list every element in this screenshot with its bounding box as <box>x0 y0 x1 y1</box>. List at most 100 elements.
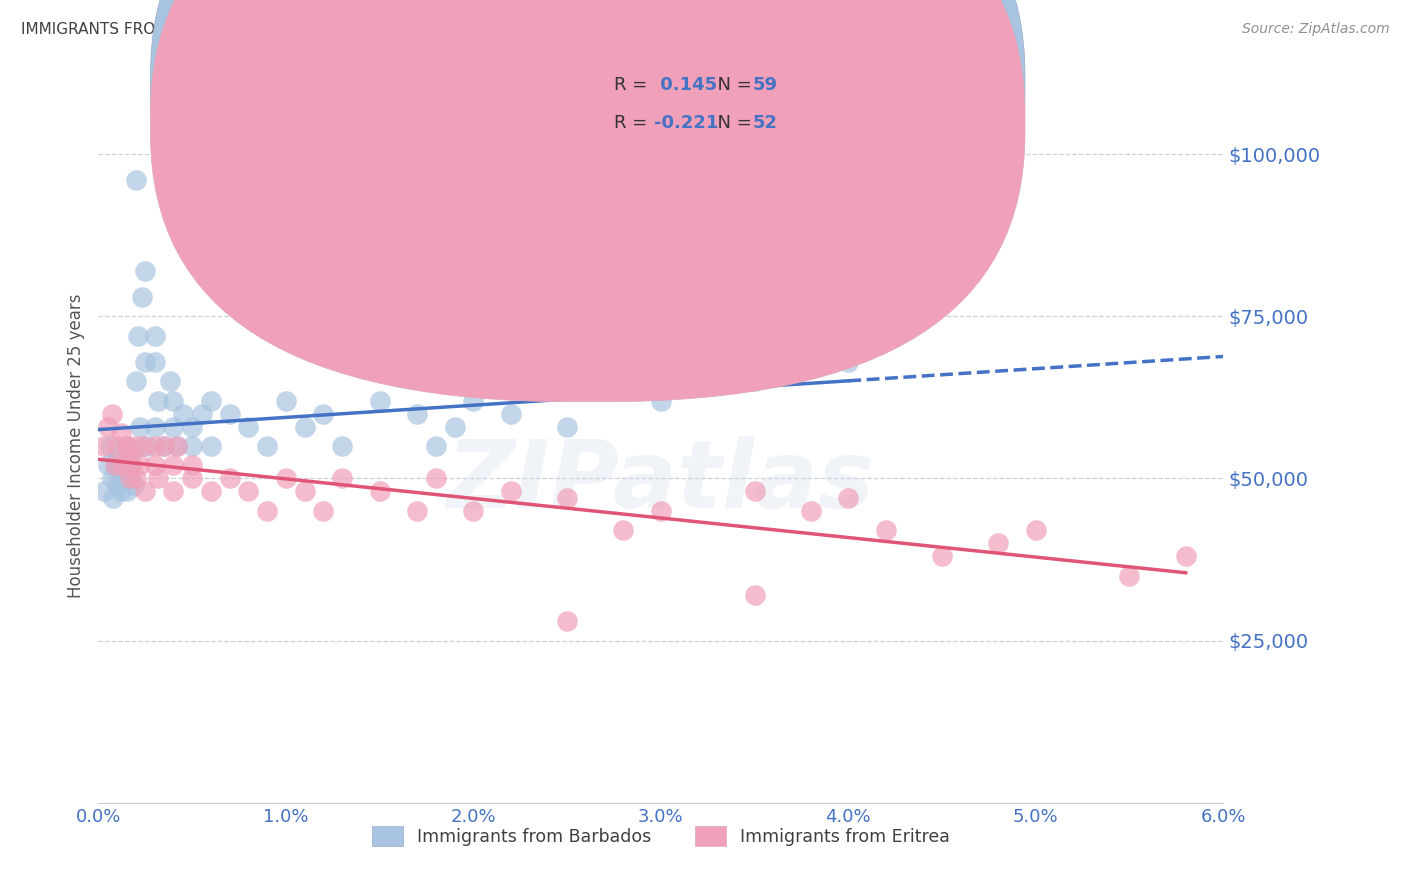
Point <box>143 328 166 343</box>
Point <box>132 439 155 453</box>
Point <box>837 491 859 505</box>
Text: R =: R = <box>614 114 654 133</box>
Point <box>111 458 134 473</box>
Point <box>115 484 138 499</box>
Point <box>425 439 447 453</box>
Point <box>744 374 766 388</box>
Point <box>612 524 634 538</box>
Point <box>650 393 672 408</box>
Point <box>555 491 578 505</box>
Text: N =: N = <box>706 76 758 94</box>
Point <box>120 471 142 485</box>
Point <box>181 458 204 473</box>
Point <box>931 549 953 564</box>
Point <box>330 471 353 485</box>
Point <box>120 458 142 473</box>
Point <box>136 439 159 453</box>
Point <box>181 439 204 453</box>
Point <box>499 407 522 421</box>
Legend: Immigrants from Barbados, Immigrants from Eritrea: Immigrants from Barbados, Immigrants fro… <box>363 817 959 855</box>
Point <box>115 439 138 453</box>
Point <box>368 484 391 499</box>
Point <box>143 458 166 473</box>
Point <box>800 504 823 518</box>
Point <box>97 419 120 434</box>
Point <box>162 458 184 473</box>
Point <box>110 425 132 440</box>
Point <box>593 374 616 388</box>
Point <box>125 173 148 187</box>
Point <box>218 471 240 485</box>
Point <box>131 290 153 304</box>
Point <box>110 484 132 499</box>
Point <box>744 588 766 602</box>
Point <box>105 478 128 492</box>
Point <box>134 264 156 278</box>
Point <box>238 484 260 499</box>
Point <box>555 419 578 434</box>
Point <box>875 524 897 538</box>
Point <box>166 439 188 453</box>
Point <box>1174 549 1197 564</box>
Point <box>312 504 335 518</box>
Point <box>294 419 316 434</box>
Point <box>125 439 148 453</box>
Text: N =: N = <box>706 114 758 133</box>
Point <box>162 419 184 434</box>
Point <box>406 504 429 518</box>
Point <box>162 393 184 408</box>
Point <box>121 445 143 459</box>
Point <box>837 354 859 368</box>
Point <box>105 439 128 453</box>
Point <box>128 419 150 434</box>
Point <box>368 393 391 408</box>
Point <box>111 471 134 485</box>
Text: ZIPatlas: ZIPatlas <box>447 435 875 528</box>
Point <box>200 484 222 499</box>
Text: R =: R = <box>614 76 654 94</box>
Point <box>93 439 115 453</box>
Point <box>114 458 136 473</box>
Text: 59: 59 <box>752 76 778 94</box>
Point <box>134 354 156 368</box>
Point <box>463 393 485 408</box>
Point <box>117 471 139 485</box>
Point <box>127 328 149 343</box>
Point <box>166 439 188 453</box>
Text: IMMIGRANTS FROM BARBADOS VS IMMIGRANTS FROM ERITREA HOUSEHOLDER INCOME UNDER 25 : IMMIGRANTS FROM BARBADOS VS IMMIGRANTS F… <box>21 22 1004 37</box>
Point <box>987 536 1010 550</box>
Point <box>148 393 170 408</box>
Point <box>256 504 278 518</box>
Point <box>115 439 138 453</box>
Point <box>274 393 297 408</box>
Point <box>1025 524 1047 538</box>
Point <box>125 374 148 388</box>
Point <box>153 439 176 453</box>
Point <box>143 354 166 368</box>
Point <box>406 407 429 421</box>
Point <box>181 419 204 434</box>
Point <box>200 439 222 453</box>
Point <box>650 504 672 518</box>
Point <box>143 439 166 453</box>
Point <box>125 471 148 485</box>
Point <box>100 407 122 421</box>
Point <box>443 419 465 434</box>
Point <box>294 484 316 499</box>
Point <box>172 407 194 421</box>
Point <box>153 439 176 453</box>
Point <box>330 439 353 453</box>
Point <box>218 407 240 421</box>
Point <box>463 504 485 518</box>
Point <box>1118 568 1140 582</box>
Point <box>105 452 128 467</box>
Point <box>312 407 335 421</box>
Point <box>425 471 447 485</box>
Point <box>499 484 522 499</box>
Y-axis label: Householder Income Under 25 years: Householder Income Under 25 years <box>66 293 84 599</box>
Text: Source: ZipAtlas.com: Source: ZipAtlas.com <box>1241 22 1389 37</box>
Point <box>117 445 139 459</box>
Point <box>555 614 578 628</box>
Point <box>98 439 121 453</box>
Point <box>162 484 184 499</box>
